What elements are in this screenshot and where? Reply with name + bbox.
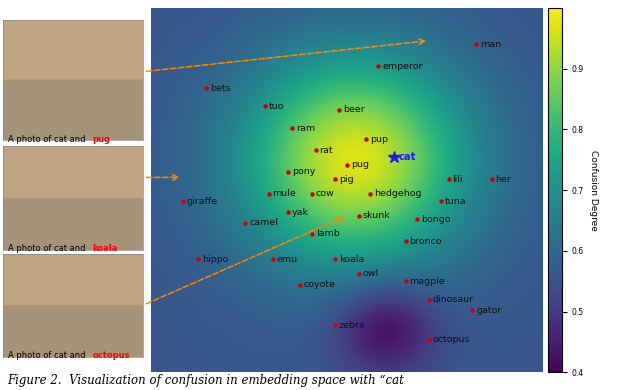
Text: bongo: bongo [421, 215, 451, 224]
Text: beer: beer [343, 105, 365, 114]
Text: hedgehog: hedgehog [375, 189, 422, 198]
Text: ram: ram [296, 124, 315, 133]
Text: skunk: skunk [363, 211, 391, 220]
Text: cat: cat [399, 152, 417, 162]
Text: coyote: coyote [304, 280, 336, 289]
Text: Figure 2.  Visualization of confusion in embedding space with “cat: Figure 2. Visualization of confusion in … [8, 374, 404, 387]
Text: koala: koala [339, 255, 364, 264]
Text: pug: pug [92, 135, 110, 144]
Text: her: her [495, 175, 511, 184]
Text: A photo of cat and: A photo of cat and [8, 135, 88, 144]
Text: zebra: zebra [339, 321, 366, 330]
Text: octopus: octopus [433, 335, 471, 344]
Text: pug: pug [351, 160, 369, 169]
Text: octopus: octopus [92, 351, 130, 360]
Text: dinosaur: dinosaur [433, 295, 474, 304]
Text: magpie: magpie [410, 277, 445, 286]
Y-axis label: Confusion Degree: Confusion Degree [589, 150, 598, 230]
Text: emu: emu [277, 255, 298, 264]
Text: pony: pony [292, 167, 315, 176]
Text: hippo: hippo [202, 255, 228, 264]
Text: gator: gator [476, 306, 501, 315]
Text: giraffe: giraffe [186, 197, 218, 206]
Text: pup: pup [370, 135, 389, 144]
Text: camel: camel [249, 218, 278, 227]
Text: lamb: lamb [315, 229, 340, 238]
Text: owl: owl [363, 269, 378, 278]
Text: yak: yak [292, 207, 309, 216]
Text: lili: lili [453, 175, 463, 184]
Text: bronco: bronco [410, 237, 442, 246]
Text: pig: pig [339, 175, 354, 184]
Text: A photo of cat and: A photo of cat and [8, 351, 88, 360]
Text: man: man [480, 40, 501, 49]
Text: cow: cow [315, 189, 335, 198]
Text: A photo of cat and: A photo of cat and [8, 244, 88, 253]
Text: koala: koala [92, 244, 118, 253]
Text: rat: rat [319, 145, 333, 154]
Text: bets: bets [210, 83, 231, 92]
Text: emperor: emperor [382, 62, 423, 71]
Text: mule: mule [273, 189, 296, 198]
Text: tuna: tuna [445, 197, 466, 206]
Text: tuo: tuo [269, 102, 284, 111]
